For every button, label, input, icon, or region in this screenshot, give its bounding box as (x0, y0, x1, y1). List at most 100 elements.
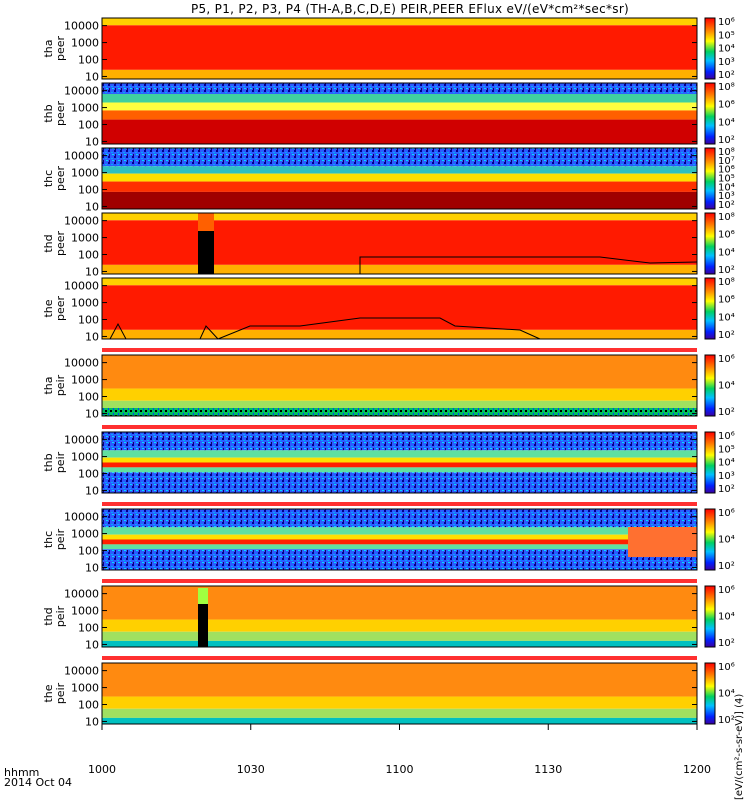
heatmap-band (102, 213, 697, 221)
x-tick-label: 1100 (386, 763, 414, 776)
data-gap-block (198, 588, 208, 647)
colorbar-tick-label: 10⁶ (718, 165, 735, 176)
colorbar-tick-label: 10⁴ (718, 312, 735, 323)
separator-strip (102, 348, 697, 352)
y-tick-label: 100 (78, 184, 99, 197)
colorbar-tick-label: 10⁴ (718, 458, 735, 469)
colorbar-tick-label: 10⁴ (718, 182, 735, 193)
heatmap-band (102, 329, 697, 339)
y-tick-label: 100 (78, 622, 99, 635)
colorbar (704, 585, 716, 648)
panel-ylabel: thbpeir (42, 451, 67, 473)
panel-frame (101, 431, 698, 494)
colorbar (704, 277, 716, 340)
panels-layer: 10100100010000thapeer10⁶10⁵10⁴10³10²1010… (42, 17, 735, 728)
y-tick-label: 100 (78, 249, 99, 262)
colorbar-tick-label: 10⁵ (718, 30, 735, 41)
y-tick-label: 10 (85, 561, 99, 574)
y-tick-label: 1000 (71, 37, 99, 50)
heatmap-band (102, 166, 697, 174)
x-tick-label: 1130 (534, 763, 562, 776)
panel-ylabel: thapeir (42, 374, 67, 396)
y-tick-label: 100 (78, 391, 99, 404)
y-tick-label: 10000 (64, 665, 99, 678)
heatmap-band (102, 355, 697, 389)
heatmap-band (102, 25, 697, 70)
heatmap-band (102, 467, 697, 473)
heatmap-band (102, 450, 697, 458)
panel-thc-peir: 10 100 1000 10000 thcpeir 10⁶ 10⁴ 10² (42, 508, 735, 574)
heatmap-band (102, 619, 697, 632)
y-tick-label: 10 (85, 200, 99, 213)
colorbar-tick-label: 10⁶ (718, 508, 735, 519)
heatmap-band (102, 663, 697, 697)
heatmap-band (102, 102, 697, 111)
colorbar-tick-label: 10⁶ (718, 295, 735, 306)
colorbar-tick-label: 10⁶ (718, 230, 735, 241)
panel-frame (101, 508, 698, 571)
heatmap-band (102, 93, 697, 103)
panel-tha-peir: 10 100 1000 10000 thapeir 10⁶ 10⁴ 10² (42, 354, 735, 420)
y-tick-label: 10000 (64, 280, 99, 293)
colorbar-tick-label: 10² (718, 200, 735, 211)
colorbar-tick-label: 10⁶ (718, 431, 735, 442)
heatmap-band (102, 18, 697, 26)
panel-thb-peir: 10 100 1000 10000 thbpeir 10⁶ 10⁵ 10⁴ 10³ 10² (42, 431, 735, 497)
colorbar-tick-label: 10² (718, 330, 735, 341)
colorbar-tick-label: 10⁸ (718, 147, 735, 158)
heatmap-band (102, 432, 697, 451)
heatmap-band (102, 472, 697, 493)
heatmap-band (102, 527, 697, 535)
colorbar-tick-label: 10⁴ (718, 44, 735, 55)
x-tick-label: 1000 (88, 763, 116, 776)
panel-thd-peir: 10 100 1000 10000 thdpeir 10⁶ 10⁴ 10² (42, 585, 735, 651)
heatmap-band (102, 191, 697, 209)
colorbar (704, 354, 716, 417)
data-gap-top (198, 213, 214, 231)
y-tick-label: 100 (78, 119, 99, 132)
colorbar-tick-label: 10² (718, 70, 735, 81)
colorbar-tick-label: 10² (718, 561, 735, 572)
colorbar-tick-label: 10⁴ (718, 381, 735, 392)
y-tick-label: 1000 (71, 232, 99, 245)
panel-the-peer: 10 100 1000 10000 thepeer 10⁸ 10⁶ 10⁴ 10² (42, 277, 735, 343)
heatmap-band (102, 119, 697, 144)
y-tick-label: 1000 (71, 605, 99, 618)
heatmap-band (628, 527, 697, 557)
y-tick-label: 10 (85, 715, 99, 728)
y-tick-label: 100 (78, 468, 99, 481)
colorbar-title: [eV/(cm²-s-sr-eV)] (4) (734, 693, 745, 800)
y-tick-label: 1000 (71, 528, 99, 541)
y-tick-label: 10 (85, 407, 99, 420)
y-tick-label: 10 (85, 330, 99, 343)
panel-frame (101, 277, 698, 340)
y-tick-label: 10000 (64, 357, 99, 370)
heatmap-band (102, 631, 697, 641)
colorbar-tick-label: 10⁶ (718, 585, 735, 596)
colorbar-tick-label: 10⁵ (718, 174, 735, 185)
y-tick-label: 100 (78, 545, 99, 558)
panel-frame (101, 212, 698, 275)
heatmap-band (102, 549, 697, 570)
panel-thd-peer: 10 100 1000 10000 thdpeer 10⁸ 10⁶ 10⁴ 10² (42, 212, 735, 278)
colorbar (704, 82, 716, 145)
panel-thc-peer: 10 100 1000 10000 thcpeer 10⁸10⁷10⁶10⁵10⁴10³1… (42, 147, 735, 213)
panel-ylabel: thepeer (42, 296, 67, 322)
colorbar-tick-label: 10² (718, 407, 735, 418)
heatmap-band (102, 408, 697, 416)
colorbar-tick-label: 10⁵ (718, 444, 735, 455)
separator-strip (102, 656, 697, 660)
separator-strip (102, 579, 697, 583)
heatmap-band (102, 400, 697, 410)
heatmap-band (102, 285, 697, 330)
heatmap-band (102, 462, 697, 468)
y-tick-label: 1000 (71, 451, 99, 464)
heatmap-band (102, 278, 697, 286)
colorbar-tick-label: 10⁶ (718, 17, 735, 28)
colorbar (704, 662, 716, 725)
panel-ylabel: thepeir (42, 682, 67, 704)
colorbar-tick-label: 10⁷ (718, 156, 735, 167)
heatmap-band (102, 457, 697, 463)
colorbar (704, 212, 716, 275)
panel-frame (101, 147, 698, 210)
